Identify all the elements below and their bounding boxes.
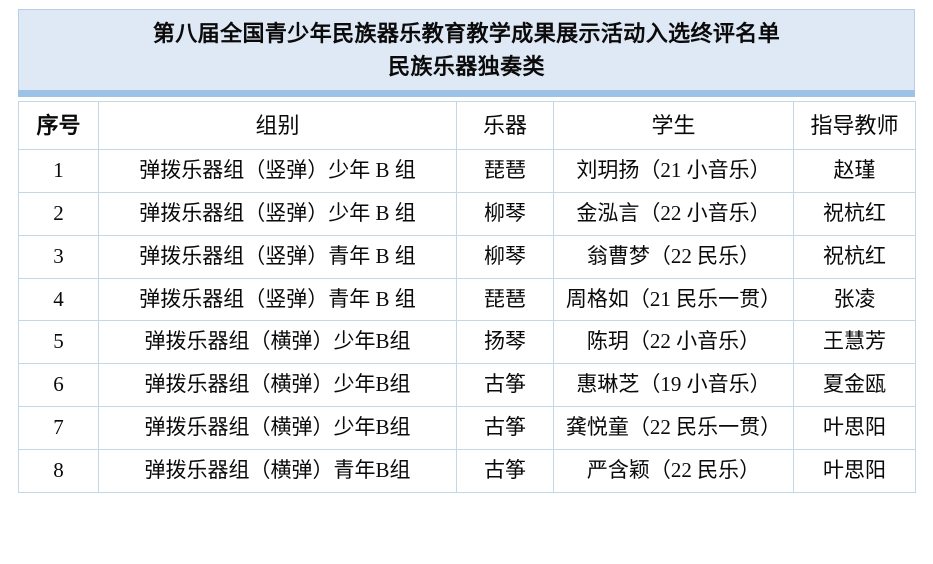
cell-teacher: 赵瑾 [793, 149, 916, 194]
cell-group: 弹拨乐器组（竖弹）少年 B 组 [98, 192, 457, 236]
cell-index: 8 [18, 448, 99, 493]
cell-index: 7 [18, 406, 99, 450]
cell-instrument: 琵琶 [456, 149, 554, 194]
results-table-wrap: 序号 组别 乐器 学生 指导教师 1 弹拨乐器组（竖弹）少年 B 组琵琶 刘玥扬（21 小音乐… [18, 100, 916, 493]
table-row: 3 弹拨乐器组（竖弹）青年 B 组柳琴 翁曹梦（22 民乐） 祝杭红 [18, 234, 916, 279]
table-header-row: 序号 组别 乐器 学生 指导教师 [18, 100, 916, 151]
cell-group: 弹拨乐器组（竖弹）青年 B 组 [98, 234, 457, 279]
column-header-teacher: 指导教师 [793, 100, 916, 151]
cell-group: 弹拨乐器组（横弹）青年B组 [98, 448, 457, 493]
table-row: 5 弹拨乐器组（横弹）少年B组 扬琴 陈玥（22 小音乐） 王慧芳 [18, 320, 916, 365]
cell-instrument: 柳琴 [456, 234, 554, 279]
cell-group: 弹拨乐器组（竖弹）少年 B 组 [98, 149, 457, 194]
cell-student: 翁曹梦（22 民乐） [553, 234, 794, 279]
column-header-instrument: 乐器 [456, 100, 554, 151]
cell-index: 3 [18, 234, 99, 279]
cell-group: 弹拨乐器组（横弹）少年B组 [98, 320, 457, 365]
cell-student: 惠琳芝（19 小音乐） [553, 363, 794, 408]
cell-student: 周格如（21 民乐一贯） [553, 277, 794, 322]
table-row: 1 弹拨乐器组（竖弹）少年 B 组琵琶 刘玥扬（21 小音乐） 赵瑾 [18, 149, 916, 194]
cell-teacher: 张凌 [793, 277, 916, 322]
cell-group: 弹拨乐器组（横弹）少年B组 [98, 406, 457, 450]
table-row: 4 弹拨乐器组（竖弹）青年 B 组琵琶 周格如（21 民乐一贯） 张凌 [18, 277, 916, 322]
column-header-student: 学生 [553, 100, 794, 151]
title-accent-strip [18, 90, 915, 97]
column-header-group: 组别 [98, 100, 457, 151]
table-row: 8 弹拨乐器组（横弹）青年B组 古筝 严含颖（22 民乐） 叶思阳 [18, 448, 916, 493]
cell-teacher: 王慧芳 [793, 320, 916, 365]
cell-teacher: 祝杭红 [793, 234, 916, 279]
cell-index: 4 [18, 277, 99, 322]
cell-group: 弹拨乐器组（竖弹）青年 B 组 [98, 277, 457, 322]
cell-student: 刘玥扬（21 小音乐） [553, 149, 794, 194]
cell-student: 金泓言（22 小音乐） [553, 192, 794, 236]
column-header-index: 序号 [18, 100, 99, 151]
cell-instrument: 柳琴 [456, 192, 554, 236]
cell-index: 2 [18, 192, 99, 236]
cell-student: 严含颖（22 民乐） [553, 448, 794, 493]
table-row: 6 弹拨乐器组（横弹）少年B组 古筝 惠琳芝（19 小音乐） 夏金瓯 [18, 363, 916, 408]
document-subtitle-line-2: 民族乐器独奏类 [388, 53, 545, 79]
table-row: 7 弹拨乐器组（横弹）少年B组 古筝 龚悦童（22 民乐一贯） 叶思阳 [18, 406, 916, 450]
cell-instrument: 古筝 [456, 406, 554, 450]
cell-instrument: 琵琶 [456, 277, 554, 322]
document-title-line-1: 第八届全国青少年民族器乐教育教学成果展示活动入选终评名单 [152, 20, 781, 46]
cell-index: 5 [18, 320, 99, 365]
results-table: 序号 组别 乐器 学生 指导教师 1 弹拨乐器组（竖弹）少年 B 组琵琶 刘玥扬（21 小音乐… [18, 100, 916, 493]
cell-index: 6 [18, 363, 99, 408]
table-row: 2 弹拨乐器组（竖弹）少年 B 组柳琴 金泓言（22 小音乐） 祝杭红 [18, 192, 916, 236]
cell-group: 弹拨乐器组（横弹）少年B组 [98, 363, 457, 408]
cell-instrument: 古筝 [456, 363, 554, 408]
results-table-body: 序号 组别 乐器 学生 指导教师 1 弹拨乐器组（竖弹）少年 B 组琵琶 刘玥扬（21 小音乐… [18, 100, 916, 493]
cell-instrument: 扬琴 [456, 320, 554, 365]
cell-teacher: 夏金瓯 [793, 363, 916, 408]
cell-student: 龚悦童（22 民乐一贯） [553, 406, 794, 450]
cell-teacher: 叶思阳 [793, 406, 916, 450]
cell-student: 陈玥（22 小音乐） [553, 320, 794, 365]
cell-index: 1 [18, 149, 99, 194]
cell-instrument: 古筝 [456, 448, 554, 493]
title-banner: 第八届全国青少年民族器乐教育教学成果展示活动入选终评名单 民族乐器独奏类 [18, 9, 915, 90]
cell-teacher: 祝杭红 [793, 192, 916, 236]
cell-teacher: 叶思阳 [793, 448, 916, 493]
